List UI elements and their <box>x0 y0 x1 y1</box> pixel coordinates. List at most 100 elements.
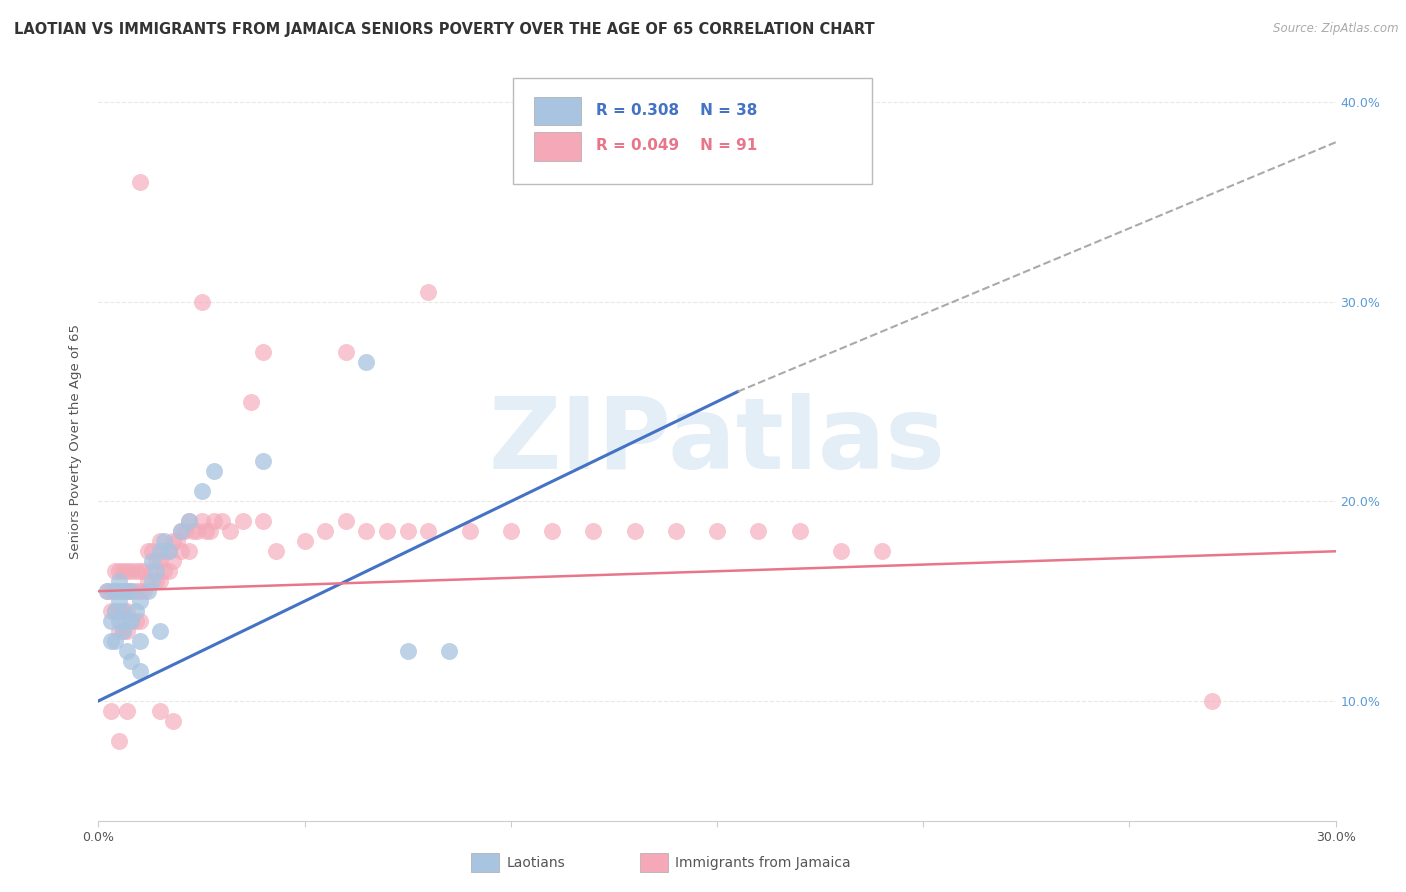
Point <box>141 574 163 589</box>
Point <box>108 594 131 608</box>
Point <box>870 544 893 558</box>
Point <box>418 285 440 299</box>
Point <box>128 634 150 648</box>
Point <box>830 544 852 558</box>
Point <box>186 524 208 539</box>
Point <box>149 554 172 568</box>
Point <box>252 514 274 528</box>
Point <box>157 544 180 558</box>
Bar <box>534 132 581 161</box>
Point <box>162 714 184 728</box>
Point <box>100 584 122 599</box>
Point <box>149 574 172 589</box>
Point <box>145 574 167 589</box>
Point <box>136 544 159 558</box>
Point <box>104 584 127 599</box>
Point <box>108 574 131 589</box>
Point <box>141 554 163 568</box>
Point <box>149 624 172 639</box>
Point <box>396 644 419 658</box>
Point <box>240 394 263 409</box>
Point <box>356 524 378 539</box>
Point <box>128 175 150 189</box>
Point <box>789 524 811 539</box>
Point <box>194 524 217 539</box>
Point <box>96 584 118 599</box>
Text: LAOTIAN VS IMMIGRANTS FROM JAMAICA SENIORS POVERTY OVER THE AGE OF 65 CORRELATIO: LAOTIAN VS IMMIGRANTS FROM JAMAICA SENIO… <box>14 22 875 37</box>
Point <box>128 614 150 628</box>
Point <box>375 524 398 539</box>
Point <box>706 524 728 539</box>
Point <box>166 534 188 549</box>
Point <box>153 534 176 549</box>
Point <box>149 544 172 558</box>
Point <box>153 564 176 578</box>
Point <box>232 514 254 528</box>
Point <box>141 564 163 578</box>
Text: Immigrants from Jamaica: Immigrants from Jamaica <box>675 855 851 870</box>
Point <box>104 634 127 648</box>
Point <box>104 604 127 618</box>
Point <box>100 634 122 648</box>
Point <box>96 584 118 599</box>
Point <box>582 524 605 539</box>
Point <box>128 664 150 678</box>
Point <box>1201 694 1223 708</box>
Point <box>124 584 146 599</box>
Point <box>108 564 131 578</box>
Point <box>170 524 193 539</box>
Point <box>179 544 201 558</box>
Point <box>112 584 135 599</box>
Point <box>108 624 131 639</box>
Point <box>108 614 131 628</box>
Point <box>157 564 180 578</box>
Point <box>149 704 172 718</box>
Point <box>190 484 212 499</box>
Point <box>190 514 212 528</box>
Point <box>120 614 142 628</box>
Point <box>104 564 127 578</box>
Point <box>145 554 167 568</box>
Point <box>356 355 378 369</box>
Point <box>100 614 122 628</box>
Point <box>141 544 163 558</box>
Point <box>179 514 201 528</box>
Point <box>264 544 287 558</box>
Point <box>145 564 167 578</box>
Point <box>120 584 142 599</box>
Point <box>128 594 150 608</box>
Point <box>117 704 139 718</box>
Point <box>132 564 155 578</box>
Text: Source: ZipAtlas.com: Source: ZipAtlas.com <box>1274 22 1399 36</box>
Point <box>149 534 172 549</box>
Point <box>181 524 204 539</box>
Point <box>132 584 155 599</box>
Point <box>112 564 135 578</box>
Point <box>665 524 688 539</box>
Point <box>335 514 357 528</box>
Point <box>104 604 127 618</box>
Point <box>117 584 139 599</box>
Point <box>120 564 142 578</box>
Point <box>219 524 242 539</box>
Point <box>162 534 184 549</box>
Point <box>128 564 150 578</box>
Point <box>100 604 122 618</box>
Point <box>174 524 197 539</box>
Point <box>117 614 139 628</box>
Point <box>136 584 159 599</box>
Point <box>117 584 139 599</box>
Point <box>100 704 122 718</box>
Point <box>437 644 460 658</box>
Point <box>108 584 131 599</box>
Point <box>211 514 233 528</box>
Point <box>170 524 193 539</box>
Point <box>202 514 225 528</box>
Point <box>418 524 440 539</box>
Point <box>112 584 135 599</box>
Point <box>170 544 193 558</box>
Point <box>335 344 357 359</box>
Text: Laotians: Laotians <box>506 855 565 870</box>
Point <box>499 524 522 539</box>
Point <box>112 604 135 618</box>
